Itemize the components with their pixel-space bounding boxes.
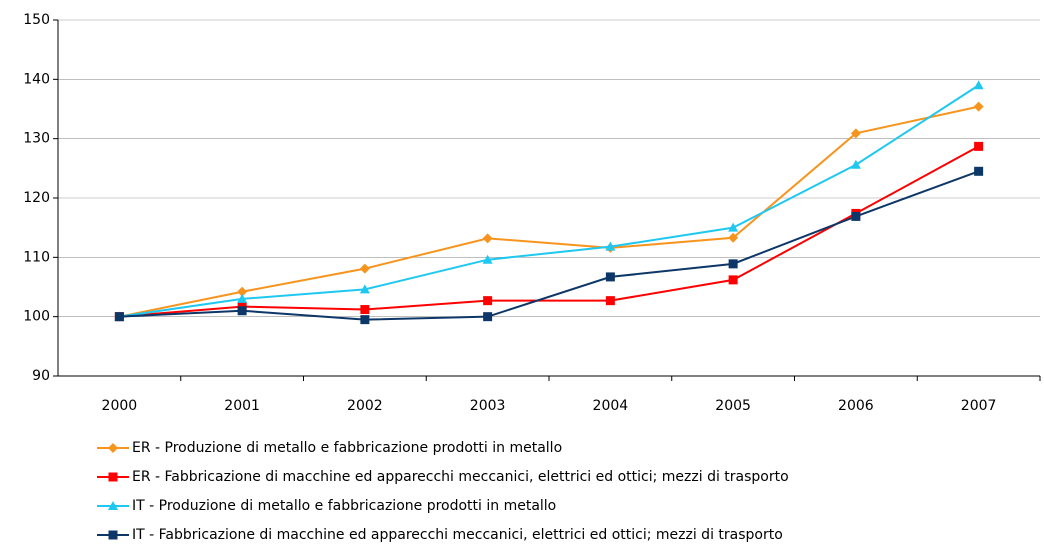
y-tick-label: 130 [23, 131, 50, 147]
x-tick-label: 2001 [224, 398, 260, 414]
marker [482, 233, 493, 244]
marker [728, 232, 739, 243]
marker [974, 166, 984, 176]
legend-label: ER - Produzione di metallo e fabbricazio… [132, 440, 562, 456]
marker [605, 272, 615, 282]
x-tick-label: 2002 [347, 398, 383, 414]
marker [850, 159, 861, 169]
marker [237, 286, 248, 297]
marker [483, 312, 493, 322]
marker [605, 241, 616, 251]
marker [237, 293, 248, 303]
y-tick-label: 90 [32, 368, 50, 384]
marker [360, 315, 370, 325]
x-tick-label: 2003 [470, 398, 506, 414]
marker [483, 296, 493, 306]
series-line [119, 84, 980, 318]
x-tick-label: 2004 [593, 398, 629, 414]
legend-label: IT - Fabbricazione di macchine ed appare… [132, 527, 783, 543]
marker [482, 254, 493, 264]
marker [728, 222, 739, 232]
legend-marker [108, 501, 118, 510]
marker [605, 296, 615, 306]
legend-marker [108, 472, 118, 482]
legend-label: IT - Produzione di metallo e fabbricazio… [132, 498, 556, 514]
marker [850, 128, 861, 139]
x-tick-label: 2000 [102, 398, 138, 414]
legend-marker [108, 443, 118, 453]
y-tick-label: 100 [23, 309, 50, 325]
y-tick-label: 110 [23, 249, 50, 265]
marker [114, 312, 124, 322]
marker [359, 263, 370, 274]
x-tick-label: 2006 [838, 398, 874, 414]
marker [728, 275, 738, 285]
x-tick-label: 2005 [715, 398, 751, 414]
y-tick-label: 140 [23, 71, 50, 87]
marker [973, 80, 984, 90]
series-line [119, 105, 979, 318]
legend-marker [108, 530, 118, 540]
marker [359, 284, 370, 294]
marker [360, 305, 370, 315]
series-line [119, 170, 979, 321]
x-tick-label: 2007 [961, 398, 997, 414]
marker [728, 259, 738, 269]
marker [974, 141, 984, 151]
marker [973, 101, 984, 112]
legend-label: ER - Fabbricazione di macchine ed appare… [132, 469, 789, 485]
marker [851, 211, 861, 221]
marker [237, 306, 247, 316]
y-tick-label: 120 [23, 190, 50, 206]
y-tick-label: 150 [23, 12, 50, 28]
